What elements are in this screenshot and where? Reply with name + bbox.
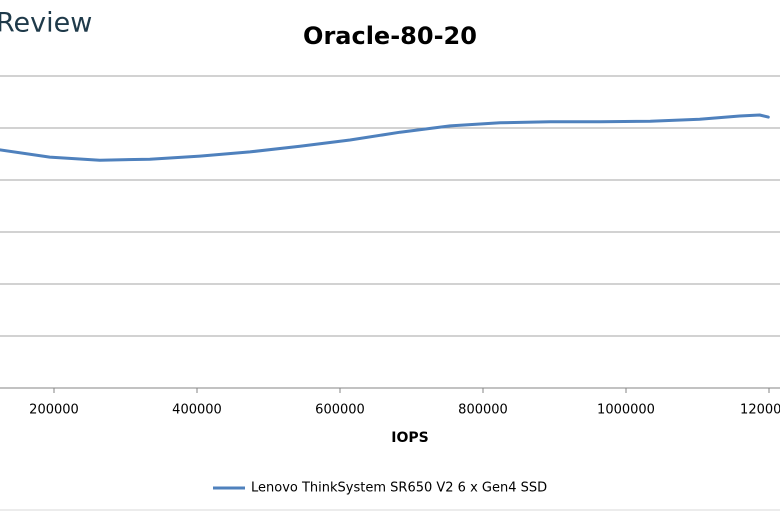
chart-title: Oracle-80-20 <box>303 22 477 50</box>
legend-label: Lenovo ThinkSystem SR650 V2 6 x Gen4 SSD <box>251 481 547 496</box>
x-tick-label: 400000 <box>172 403 222 418</box>
x-tick-label: 800000 <box>458 403 508 418</box>
x-tick-label: 1200000 <box>740 403 780 418</box>
x-tick-label: 600000 <box>315 403 365 418</box>
x-tick-label: 200000 <box>29 403 79 418</box>
logo: Review <box>0 8 92 39</box>
x-axis-label: IOPS <box>391 430 428 446</box>
series-line <box>0 113 770 162</box>
x-tick-label: 1000000 <box>597 403 655 418</box>
